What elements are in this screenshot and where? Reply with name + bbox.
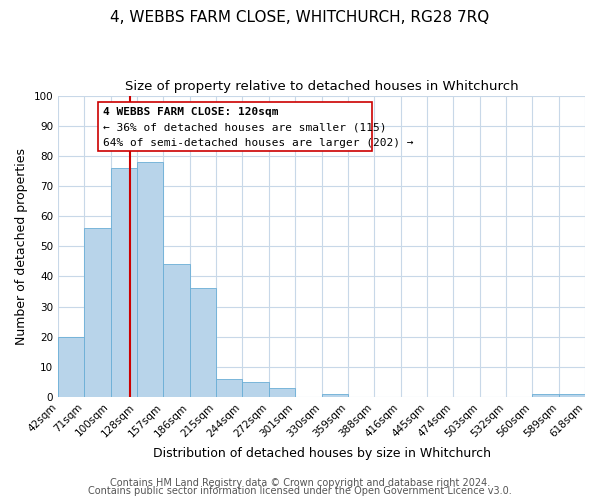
FancyBboxPatch shape [98, 102, 371, 152]
Bar [58, 336, 85, 397]
Text: 4 WEBBS FARM CLOSE: 120sqm: 4 WEBBS FARM CLOSE: 120sqm [103, 107, 278, 117]
Text: Contains HM Land Registry data © Crown copyright and database right 2024.: Contains HM Land Registry data © Crown c… [110, 478, 490, 488]
Text: Contains public sector information licensed under the Open Government Licence v3: Contains public sector information licen… [88, 486, 512, 496]
Bar [111, 168, 137, 397]
Bar [85, 228, 111, 397]
Bar [532, 394, 559, 397]
Bar [190, 288, 216, 397]
X-axis label: Distribution of detached houses by size in Whitchurch: Distribution of detached houses by size … [152, 447, 491, 460]
Bar [163, 264, 190, 397]
Text: 4, WEBBS FARM CLOSE, WHITCHURCH, RG28 7RQ: 4, WEBBS FARM CLOSE, WHITCHURCH, RG28 7R… [110, 10, 490, 25]
Title: Size of property relative to detached houses in Whitchurch: Size of property relative to detached ho… [125, 80, 518, 93]
Bar [216, 379, 242, 397]
Text: 64% of semi-detached houses are larger (202) →: 64% of semi-detached houses are larger (… [103, 138, 413, 148]
Bar [322, 394, 348, 397]
Y-axis label: Number of detached properties: Number of detached properties [15, 148, 28, 345]
Bar [242, 382, 269, 397]
Bar [559, 394, 585, 397]
Bar [137, 162, 163, 397]
Bar [269, 388, 295, 397]
Text: ← 36% of detached houses are smaller (115): ← 36% of detached houses are smaller (11… [103, 122, 386, 132]
